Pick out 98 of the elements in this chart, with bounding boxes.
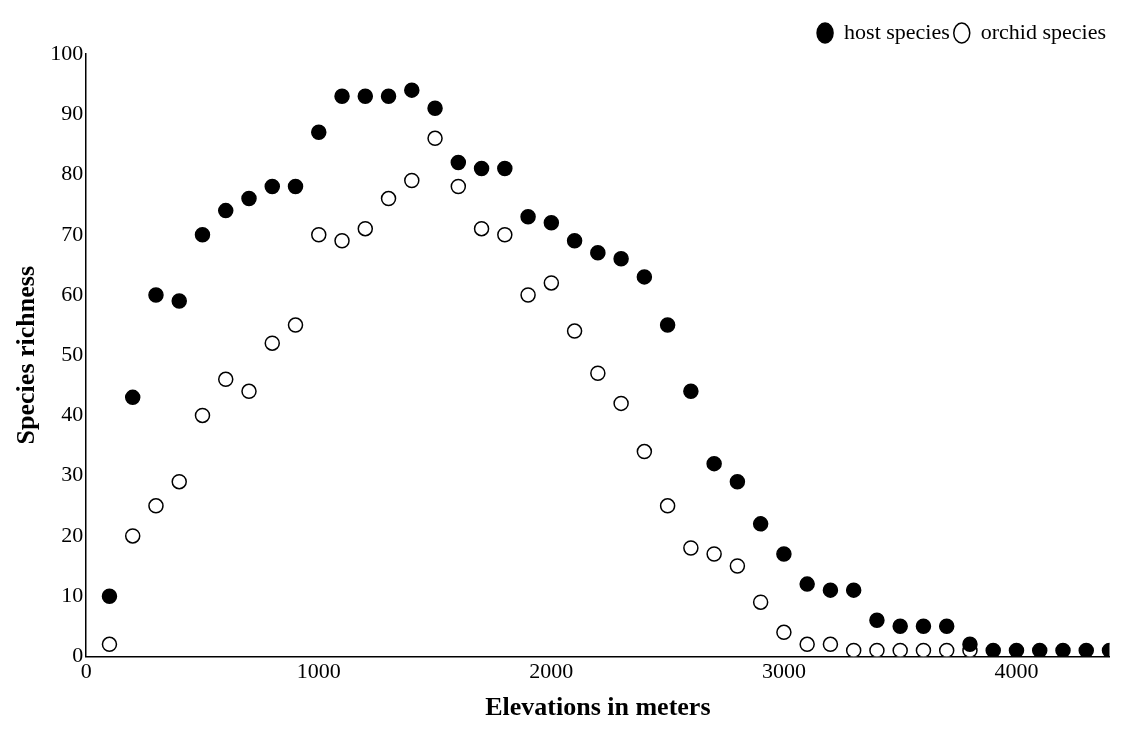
- point: [194, 226, 211, 243]
- y-axis-title: Species richness: [11, 266, 41, 445]
- point: [334, 232, 350, 249]
- point: [427, 130, 443, 147]
- point: [264, 335, 281, 351]
- point: [659, 498, 676, 514]
- point: [101, 636, 118, 653]
- point: [566, 232, 583, 249]
- point: [892, 618, 908, 635]
- point: [217, 202, 234, 219]
- point: [543, 214, 560, 231]
- point: [729, 473, 746, 490]
- point: [311, 124, 327, 141]
- point: [938, 618, 955, 635]
- point: [613, 395, 629, 412]
- point: [380, 190, 397, 207]
- point: [590, 365, 606, 382]
- point: [357, 88, 374, 104]
- point: [450, 178, 467, 195]
- x-tick-label: 4000: [994, 658, 1039, 684]
- x-tick-label: 2000: [529, 658, 574, 684]
- point: [799, 576, 815, 592]
- point: [148, 498, 164, 514]
- point: [845, 642, 862, 657]
- point: [985, 642, 1001, 657]
- point: [473, 220, 490, 237]
- y-tick-label: 20: [61, 521, 84, 547]
- y-tick-label: 10: [61, 581, 84, 607]
- y-tick-label: 80: [61, 160, 84, 186]
- point: [404, 172, 420, 189]
- x-tick-label: 1000: [296, 658, 341, 684]
- point: [636, 269, 653, 285]
- y-tick-label: 70: [61, 220, 84, 246]
- point: [659, 317, 676, 333]
- point: [938, 642, 955, 657]
- point: [1055, 642, 1071, 657]
- point: [729, 558, 746, 574]
- point: [217, 371, 234, 388]
- point: [473, 160, 490, 177]
- point: [101, 588, 118, 604]
- point: [171, 473, 187, 490]
- x-tick-label: 3000: [761, 658, 806, 684]
- point: [264, 178, 281, 195]
- point: [1008, 642, 1025, 657]
- point: [962, 636, 978, 653]
- point: [124, 528, 141, 544]
- point: [636, 443, 653, 460]
- point: [613, 251, 629, 267]
- point: [334, 88, 350, 104]
- point: [194, 407, 211, 424]
- point: [752, 594, 769, 610]
- point: [822, 582, 839, 598]
- y-tick-label: 90: [61, 100, 84, 126]
- point: [427, 100, 443, 116]
- legend-label: host species: [844, 18, 950, 44]
- point: [892, 642, 908, 657]
- point: [590, 245, 606, 261]
- point: [799, 636, 815, 653]
- point: [869, 612, 885, 629]
- y-tick-label: 60: [61, 280, 84, 306]
- point: [915, 642, 932, 657]
- point: [845, 582, 862, 598]
- y-tick-label: 30: [61, 461, 84, 487]
- point: [148, 287, 164, 303]
- point: [450, 154, 467, 171]
- point: [543, 275, 560, 291]
- point: [776, 546, 792, 562]
- point: [124, 389, 141, 406]
- point: [357, 220, 374, 237]
- point: [287, 178, 304, 195]
- point: [311, 226, 327, 243]
- point: [497, 160, 513, 177]
- point: [752, 516, 769, 532]
- point: [380, 88, 397, 104]
- point: [241, 190, 257, 207]
- point: [915, 618, 932, 635]
- x-axis-title: Elevations in meters: [485, 692, 711, 722]
- legend-label: orchid species: [980, 18, 1106, 44]
- point: [241, 383, 257, 400]
- y-tick-label: 40: [61, 401, 84, 427]
- point: [706, 455, 722, 472]
- point: [822, 636, 839, 653]
- y-tick-label: 50: [61, 340, 84, 366]
- point: [404, 82, 420, 98]
- y-tick-label: 100: [50, 39, 84, 65]
- point: [869, 642, 885, 657]
- point: [683, 540, 699, 556]
- point: [520, 287, 536, 303]
- point: [1078, 642, 1094, 657]
- point: [776, 624, 792, 641]
- point: [683, 383, 699, 400]
- point: [171, 293, 187, 309]
- point: [706, 546, 722, 562]
- point: [1031, 642, 1048, 657]
- point: [497, 226, 513, 243]
- point: [566, 323, 583, 339]
- point: [520, 208, 536, 225]
- point: [287, 317, 304, 333]
